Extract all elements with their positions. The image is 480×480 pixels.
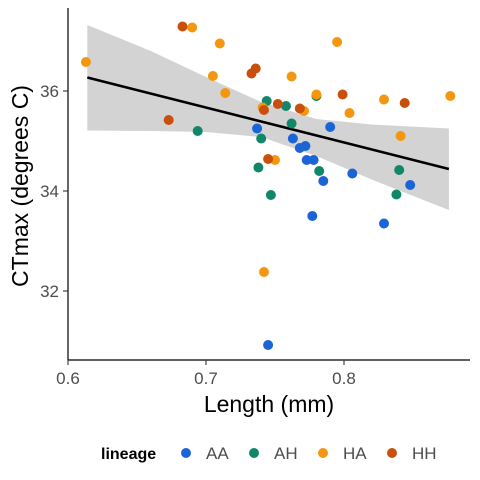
data-point-aa-9	[347, 168, 358, 179]
x-tick-label: 0.7	[194, 369, 218, 388]
legend-title: lineage	[101, 446, 156, 463]
data-point-hh-0	[177, 21, 188, 32]
legend-swatch-aa	[181, 448, 191, 458]
data-point-ah-10	[391, 189, 402, 200]
data-point-ha-2	[214, 38, 225, 49]
data-point-aa-10	[379, 218, 389, 229]
y-tick-label: 36	[40, 82, 59, 101]
data-point-aa-8	[325, 122, 336, 132]
legend-swatch-hh	[387, 448, 397, 458]
data-point-ha-3	[207, 71, 218, 81]
legend-label-ah: AH	[274, 444, 298, 463]
data-point-ah-9	[394, 165, 405, 175]
data-point-ha-9	[311, 89, 322, 100]
data-point-ah-6	[253, 162, 264, 173]
data-point-ha-8	[344, 108, 355, 118]
data-point-hh-6	[337, 89, 348, 100]
legend-label-aa: AA	[206, 444, 229, 463]
data-point-aa-3	[300, 141, 311, 151]
data-point-ha-12	[395, 131, 406, 141]
data-point-ha-1	[187, 22, 198, 33]
data-point-aa-5	[308, 155, 319, 165]
data-point-ah-2	[281, 101, 291, 111]
data-point-aa-1	[287, 133, 298, 144]
legend-label-hh: HH	[412, 444, 437, 463]
plot-area	[80, 21, 456, 350]
legend-swatch-ah	[249, 448, 259, 458]
data-point-ha-6	[286, 71, 297, 82]
confidence-band	[87, 25, 449, 210]
legend-label-ha: HA	[343, 444, 367, 463]
data-point-ha-15	[259, 267, 269, 277]
data-point-hh-5	[294, 103, 305, 114]
x-tick-label: 0.6	[56, 369, 80, 388]
data-point-aa-6	[318, 176, 329, 186]
data-point-aa-0	[252, 123, 263, 134]
data-point-hh-2	[250, 63, 261, 74]
legend: lineage AA AH HA HH	[101, 444, 437, 463]
data-point-ha-11	[379, 94, 389, 105]
data-point-ah-5	[256, 133, 267, 144]
data-point-aa-7	[307, 211, 318, 221]
data-point-ah-0	[192, 126, 203, 136]
y-tick-label: 32	[40, 282, 59, 301]
data-point-ah-8	[314, 166, 325, 176]
data-point-ah-7	[265, 190, 276, 200]
axes: 0.6 0.7 0.8 32 34 36 Length (mm) CTmax (degrees…	[7, 8, 470, 417]
x-tick-label: 0.8	[332, 369, 356, 388]
data-point-aa-4	[301, 155, 312, 165]
y-axis-title: CTmax (degrees C)	[7, 85, 33, 287]
data-point-ah-4	[286, 118, 297, 129]
y-tick-label: 34	[40, 182, 59, 201]
data-point-hh-4	[272, 99, 283, 109]
data-point-aa-12	[263, 340, 274, 350]
data-point-hh-7	[399, 98, 410, 108]
data-point-ha-4	[220, 88, 231, 98]
data-point-aa-11	[405, 180, 416, 190]
x-axis-title: Length (mm)	[204, 391, 334, 417]
data-point-ha-13	[445, 91, 456, 101]
data-point-hh-8	[163, 115, 174, 125]
data-point-hh-9	[263, 154, 274, 164]
data-point-ha-0	[80, 57, 91, 67]
data-point-hh-3	[259, 105, 269, 115]
regression-line	[87, 76, 450, 171]
legend-swatch-ha	[318, 448, 328, 458]
data-point-ha-7	[332, 37, 343, 47]
